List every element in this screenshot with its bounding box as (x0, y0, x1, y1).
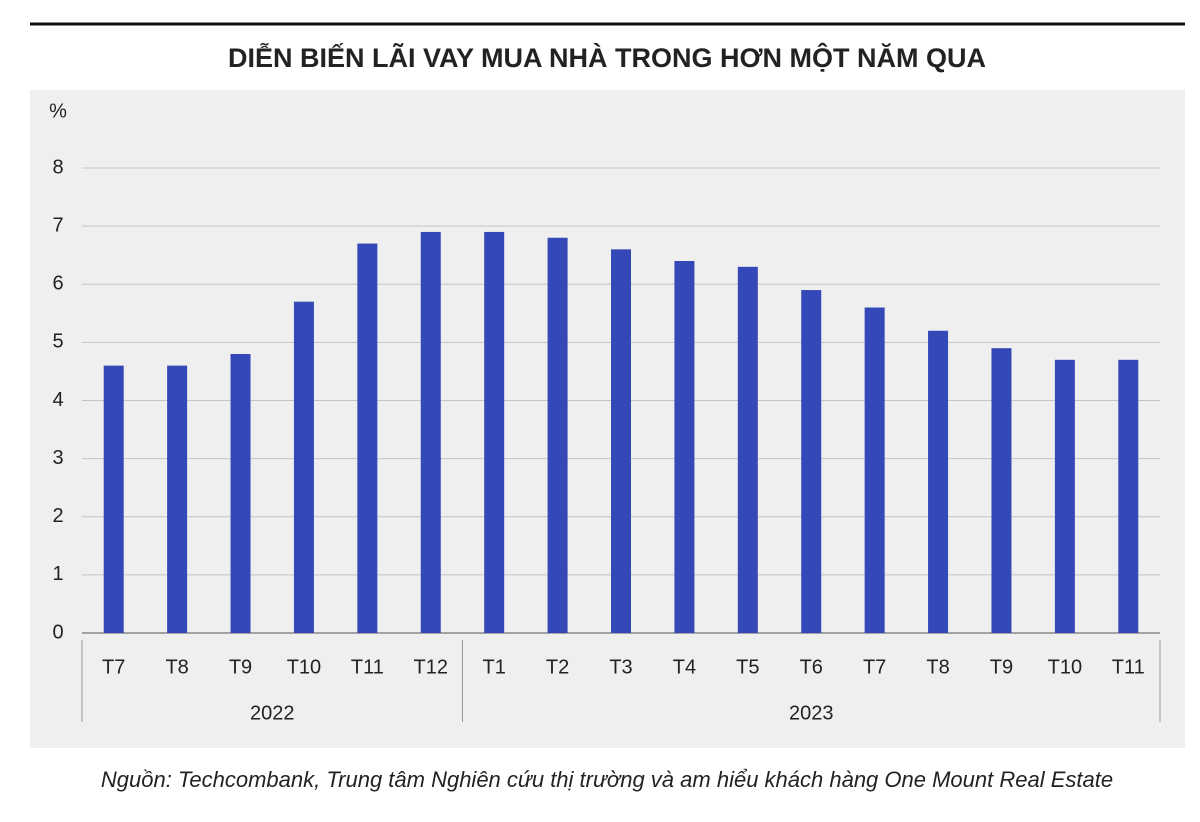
x-tick-label: T8 (165, 656, 188, 678)
bar (611, 249, 631, 633)
plot-background (30, 90, 1185, 748)
y-tick-label: 6 (52, 273, 63, 295)
chart-title: DIỄN BIẾN LÃI VAY MUA NHÀ TRONG HƠN MỘT … (228, 42, 986, 73)
x-tick-label: T5 (736, 656, 759, 678)
bar (357, 243, 378, 633)
bar (801, 290, 822, 633)
y-axis-label: % (49, 100, 67, 122)
x-tick-label: T2 (546, 656, 569, 678)
bar (1118, 359, 1139, 633)
x-tick-label: T7 (863, 656, 886, 678)
x-tick-label: T1 (483, 656, 506, 678)
x-tick-label: T9 (229, 656, 252, 678)
bar (484, 231, 505, 633)
y-tick-label: 4 (52, 389, 63, 411)
bar (547, 237, 568, 633)
source-note: Nguồn: Techcombank, Trung tâm Nghiên cứu… (101, 767, 1113, 792)
y-tick-label: 5 (52, 331, 63, 353)
x-tick-label: T6 (800, 656, 823, 678)
bar (928, 330, 949, 633)
x-tick-label: T10 (287, 656, 321, 678)
bar (737, 266, 758, 633)
bar (674, 261, 695, 633)
x-tick-label: T12 (414, 656, 448, 678)
y-tick-label: 2 (52, 505, 63, 527)
x-tick-label: T11 (1112, 656, 1145, 678)
y-tick-label: 3 (52, 447, 63, 469)
x-tick-label: T10 (1048, 656, 1082, 678)
y-tick-label: 7 (52, 214, 63, 236)
bar (864, 307, 885, 633)
x-tick-label: T3 (609, 656, 632, 678)
group-label: 2022 (250, 702, 295, 724)
bar (991, 348, 1012, 633)
x-tick-label: T8 (926, 656, 949, 678)
y-tick-label: 0 (52, 621, 63, 643)
group-label: 2023 (789, 702, 834, 724)
y-tick-label: 8 (52, 156, 63, 178)
bar (230, 354, 251, 633)
bar (293, 301, 314, 633)
bar (420, 231, 441, 633)
y-tick-label: 1 (52, 563, 63, 585)
x-tick-label: T7 (102, 656, 125, 678)
x-tick-label: T4 (673, 656, 696, 678)
bar (167, 365, 188, 633)
bar (1054, 359, 1075, 633)
x-tick-label: T11 (351, 656, 384, 678)
x-tick-label: T9 (990, 656, 1013, 678)
bar (103, 365, 124, 633)
